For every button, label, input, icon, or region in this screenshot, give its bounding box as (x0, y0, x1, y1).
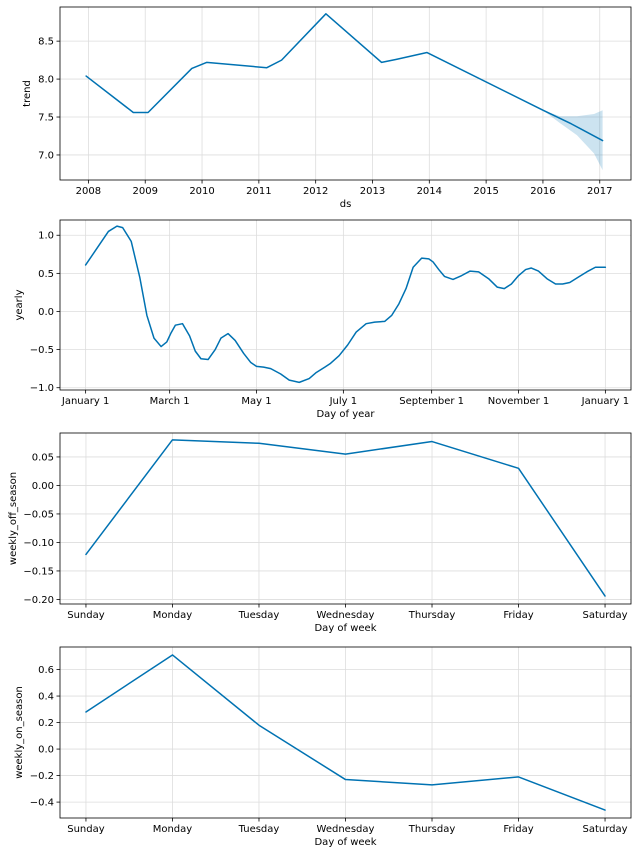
trend-y-axis-label: trend (22, 80, 33, 107)
weekly-off-season-line (85, 439, 606, 597)
weekly-off-season-y-tick-label-0: −0.20 (23, 595, 54, 606)
weekly-on-season-y-tick-label-3: 0.2 (38, 718, 54, 729)
weekly-on-season-x-tick-label-4: Thursday (408, 824, 456, 835)
yearly-x-tick-label-6: January 1 (581, 396, 629, 407)
trend-panel: 2008 2009 2010 2011 2012 2013 2014 2015 2016 2017… (22, 6, 632, 210)
trend-y-tick-label-0: 7.0 (38, 150, 54, 161)
weekly-off-season-y-tick-label-5: 0.05 (32, 452, 54, 463)
trend-x-tick-label-2: 2010 (189, 186, 214, 197)
trend-y-tick-label-3: 8.5 (38, 37, 54, 48)
weekly-off-season-y-axis-label: weekly_off_season (8, 472, 19, 565)
trend-x-tick-label-3: 2011 (246, 186, 271, 197)
trend-x-tick-label-6: 2014 (417, 186, 442, 197)
yearly-x-tick-label-3: July 1 (329, 396, 358, 407)
trend-x-tick-label-4: 2012 (303, 186, 328, 197)
yearly-y-tick-label-3: 0.5 (38, 269, 54, 280)
weekly-on-season-x-tick-label-3: Wednesday (317, 824, 375, 835)
weekly-off-season-y-tick-label-1: −0.15 (23, 566, 54, 577)
yearly-y-axis-label: yearly (14, 289, 25, 320)
weekly-on-season-line (85, 654, 606, 811)
yearly-panel: January 1 March 1 May 1 July 1 September 1 No… (14, 219, 632, 420)
weekly-on-season-y-tick-label-2: 0.0 (38, 745, 54, 756)
weekly-on-season-y-tick-label-0: −0.4 (30, 798, 54, 809)
trend-x-tick-label-7: 2015 (473, 186, 498, 197)
trend-x-tick-label-5: 2013 (360, 186, 385, 197)
yearly-x-tick-label-1: March 1 (150, 396, 190, 407)
trend-x-tick-label-9: 2017 (587, 186, 612, 197)
trend-axes-frame (59, 6, 632, 181)
yearly-y-tick-label-1: −0.5 (30, 345, 54, 356)
yearly-y-tick-label-4: 1.0 (38, 231, 54, 242)
trend-x-axis-label: ds (340, 199, 352, 210)
yearly-x-tick-label-2: May 1 (241, 396, 271, 407)
yearly-y-tick-label-0: −1.0 (30, 383, 54, 394)
yearly-x-tick-label-0: January 1 (61, 396, 109, 407)
trend-line (85, 13, 604, 142)
trend-y-tick-label-2: 8.0 (38, 75, 54, 86)
trend-uncertainty-band (542, 110, 603, 171)
weekly-on-season-y-tick-label-4: 0.4 (38, 692, 54, 703)
weekly-on-season-x-tick-label-0: Sunday (67, 824, 104, 835)
weekly-off-season-x-tick-label-0: Sunday (67, 610, 104, 621)
weekly-off-season-y-tick-label-3: −0.05 (23, 509, 54, 520)
trend-x-tick-label-0: 2008 (76, 186, 101, 197)
weekly-on-season-x-tick-label-2: Tuesday (238, 824, 280, 835)
weekly-off-season-y-tick-label-4: 0.00 (32, 481, 54, 492)
weekly-on-season-x-tick-label-5: Friday (503, 824, 533, 835)
yearly-y-tick-label-2: 0.0 (38, 307, 54, 318)
trend-x-tick-label-8: 2016 (530, 186, 555, 197)
yearly-x-tick-label-5: November 1 (488, 396, 550, 407)
weekly-on-season-y-axis-label: weekly_on_season (14, 686, 25, 779)
weekly-on-season-y-tick-label-1: −0.2 (30, 771, 54, 782)
yearly-x-tick-label-4: September 1 (399, 396, 464, 407)
weekly-off-season-x-tick-label-1: Monday (153, 610, 193, 621)
weekly-on-season-y-tick-label-5: 0.6 (38, 665, 54, 676)
trend-x-tick-label-1: 2009 (132, 186, 157, 197)
weekly-off-season-x-tick-label-2: Tuesday (238, 610, 280, 621)
weekly-on-season-panel: Sunday Monday Tuesday Wednesday Thursday Frid… (14, 646, 632, 848)
weekly-on-season-x-axis-label: Day of week (314, 837, 376, 848)
weekly-off-season-x-tick-label-3: Wednesday (317, 610, 375, 621)
weekly-off-season-x-tick-label-5: Friday (503, 610, 533, 621)
trend-y-tick-label-1: 7.5 (38, 113, 54, 124)
yearly-line (84, 225, 607, 384)
weekly-off-season-y-tick-label-2: −0.10 (23, 538, 54, 549)
weekly-off-season-panel: Sunday Monday Tuesday Wednesday Thursday Frid… (8, 432, 632, 634)
yearly-x-axis-label: Day of year (316, 409, 375, 420)
weekly-on-season-x-tick-label-6: Saturday (583, 824, 628, 835)
weekly-off-season-x-axis-label: Day of week (314, 623, 376, 634)
yearly-axes-frame (59, 219, 632, 391)
weekly-off-season-x-tick-label-6: Saturday (583, 610, 628, 621)
weekly-on-season-x-tick-label-1: Monday (153, 824, 193, 835)
weekly-off-season-x-tick-label-4: Thursday (408, 610, 456, 621)
